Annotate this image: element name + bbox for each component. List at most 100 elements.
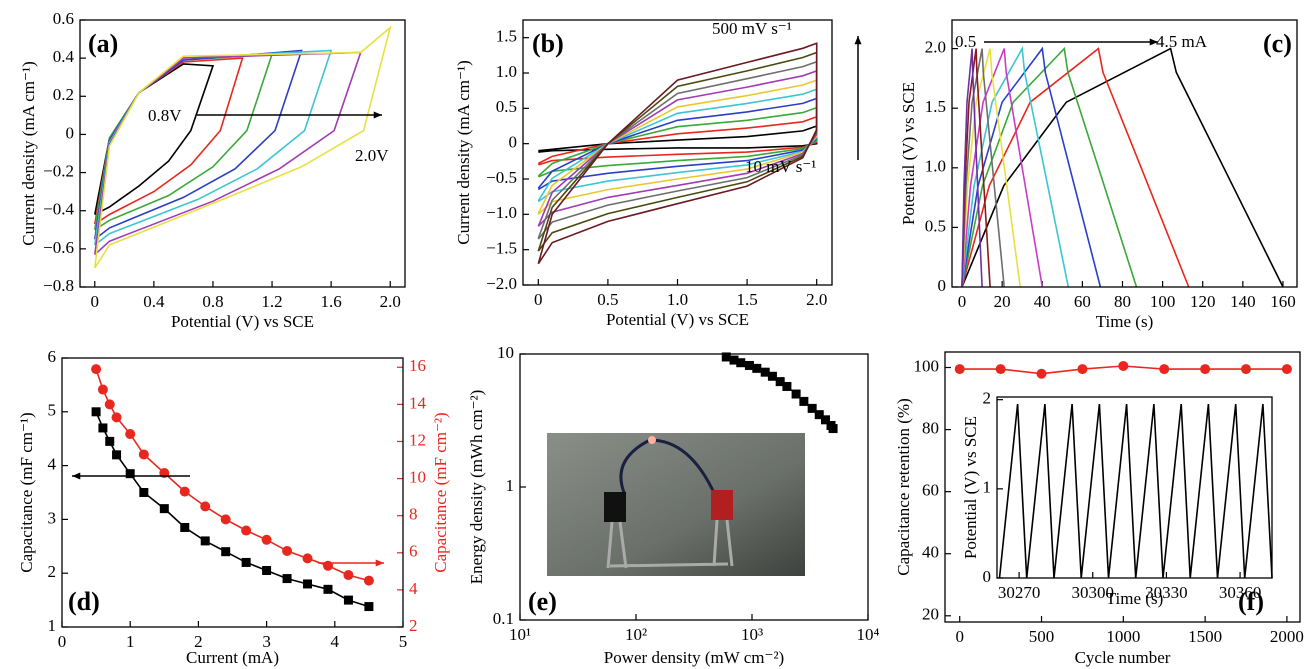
x-tick-label: 0.8 xyxy=(202,292,223,311)
data-point xyxy=(111,412,122,423)
y-tick-label: 1 xyxy=(506,476,515,495)
x-tick-label: 140 xyxy=(1230,292,1256,311)
x-tick-label: 10³ xyxy=(741,625,763,644)
y2-tick-label: 10 xyxy=(409,467,426,486)
arrow-head xyxy=(1149,38,1158,46)
x-tick-label: 120 xyxy=(1190,292,1216,311)
x-tick-label: 0 xyxy=(91,292,100,311)
x-tick-label: 500 xyxy=(1029,627,1055,646)
x-tick-label: 40 xyxy=(1034,292,1051,311)
data-point xyxy=(954,364,965,375)
data-point xyxy=(179,486,190,497)
x-axis-label: Cycle number xyxy=(1075,648,1171,667)
data-point xyxy=(282,545,293,556)
x-tick-label: 1.5 xyxy=(736,290,757,309)
series-line xyxy=(95,368,370,582)
panel: 0 0.4 0.8 1.2 1.6 2.0 −0.8 −0.6 −0.4 −0.2 0 0.2 0.4 0… xyxy=(19,9,406,331)
x-tick-label: 2 xyxy=(194,632,203,651)
data-point xyxy=(767,371,777,381)
data-point xyxy=(138,449,149,460)
series-line xyxy=(961,47,1190,288)
data-point xyxy=(744,360,754,370)
y-tick-label: 1.5 xyxy=(496,27,517,46)
x-tick-label: 10² xyxy=(625,625,647,644)
data-point xyxy=(262,566,272,576)
data-point xyxy=(220,514,231,525)
panel-label: (a) xyxy=(88,29,118,58)
x-tick-label: 60 xyxy=(1074,292,1091,311)
y-tick-label: 2 xyxy=(48,562,57,581)
x-tick-label: 1.6 xyxy=(321,292,342,311)
data-point xyxy=(303,579,313,589)
data-point xyxy=(1241,364,1252,375)
series-line xyxy=(961,48,1021,288)
data-point xyxy=(241,525,252,536)
x-axis-label: Time (s) xyxy=(1106,589,1163,608)
plot-frame xyxy=(522,19,833,286)
x-tick-label: 30300 xyxy=(1072,583,1115,602)
y-axis-label: Current density (mA cm⁻¹) xyxy=(19,61,38,246)
y-tick-label: 100 xyxy=(914,356,940,375)
y-tick-label: −0.4 xyxy=(43,200,74,219)
y-tick-label: 1 xyxy=(983,478,992,497)
y-tick-label: 0.4 xyxy=(53,47,75,66)
y-tick-label: 0 xyxy=(938,276,947,295)
series-line xyxy=(94,49,303,240)
y-tick-label: −2.0 xyxy=(486,274,517,293)
photo-leads xyxy=(606,519,734,569)
x-tick-label: 0 xyxy=(958,292,967,311)
series-line xyxy=(95,411,370,608)
data-point xyxy=(721,352,731,362)
x-tick-label: 0.5 xyxy=(597,290,618,309)
data-point xyxy=(282,574,292,584)
data-point xyxy=(139,488,149,497)
data-point xyxy=(364,602,374,612)
x-tick-label: 30330 xyxy=(1145,583,1188,602)
arrow-head xyxy=(72,472,81,480)
annotation: 4.5 mA xyxy=(1156,32,1208,51)
series-line xyxy=(961,48,1005,288)
device-photo xyxy=(547,433,805,576)
series-line xyxy=(94,57,244,225)
x-tick-label: 1.0 xyxy=(667,290,688,309)
y-axis-label: Potential (V) vs SCE xyxy=(899,82,918,225)
plot-frame xyxy=(951,19,1298,288)
panel: 10¹ 10² 10³ 10⁴ 0.1 1 10 Power density (mW cm⁻²… xyxy=(467,343,880,667)
x-tick-label: 0.4 xyxy=(143,292,165,311)
x-tick-label: 3 xyxy=(262,632,271,651)
data-point xyxy=(736,358,746,368)
panel: 0 0.5 1.0 1.5 2.0−2.0−1.5−1.0−0.500.51.01.5P… xyxy=(454,19,862,329)
data-point xyxy=(729,355,739,365)
panel-label: (d) xyxy=(68,587,100,616)
x-axis-label: Potential (V) vs SCE xyxy=(606,310,749,329)
data-point xyxy=(200,536,210,546)
x-tick-label: 0 xyxy=(534,290,543,309)
y-tick-label: −0.2 xyxy=(43,161,74,180)
y2-tick-label: 14 xyxy=(409,393,427,412)
y-tick-label: −1.5 xyxy=(486,239,517,258)
data-point xyxy=(105,436,115,446)
y-tick-label: 0.5 xyxy=(925,216,946,235)
panel: 30270 30300 30330 30360 0 1 2 Time (s) Potential… xyxy=(961,389,1273,608)
y2-tick-label: 12 xyxy=(409,430,426,449)
x-tick-label: 4 xyxy=(331,632,340,651)
y-tick-label: 80 xyxy=(922,418,939,437)
annotation: 500 mV s⁻¹ xyxy=(712,19,792,38)
y2-tick-label: 4 xyxy=(409,579,418,598)
annotation: 10 mV s⁻¹ xyxy=(745,157,816,176)
data-point xyxy=(760,367,770,377)
data-point xyxy=(828,424,838,434)
y-tick-label: 0.1 xyxy=(493,609,514,628)
panel-label: (f) xyxy=(1238,587,1264,616)
data-point xyxy=(200,501,211,512)
data-point xyxy=(112,450,122,460)
y-tick-label: −0.8 xyxy=(43,276,74,295)
y-tick-label: −0.5 xyxy=(486,168,517,187)
data-point xyxy=(97,384,108,395)
data-point xyxy=(323,584,333,594)
y-tick-label: 6 xyxy=(48,347,57,366)
panel: 0 20 40 60 80 100 120 140 160 0 0.5 1.0 1.5 2.0 Time (… xyxy=(899,19,1298,331)
x-axis-label: Power density (mW cm⁻²) xyxy=(604,648,784,667)
annotation: 2.0V xyxy=(355,146,389,165)
